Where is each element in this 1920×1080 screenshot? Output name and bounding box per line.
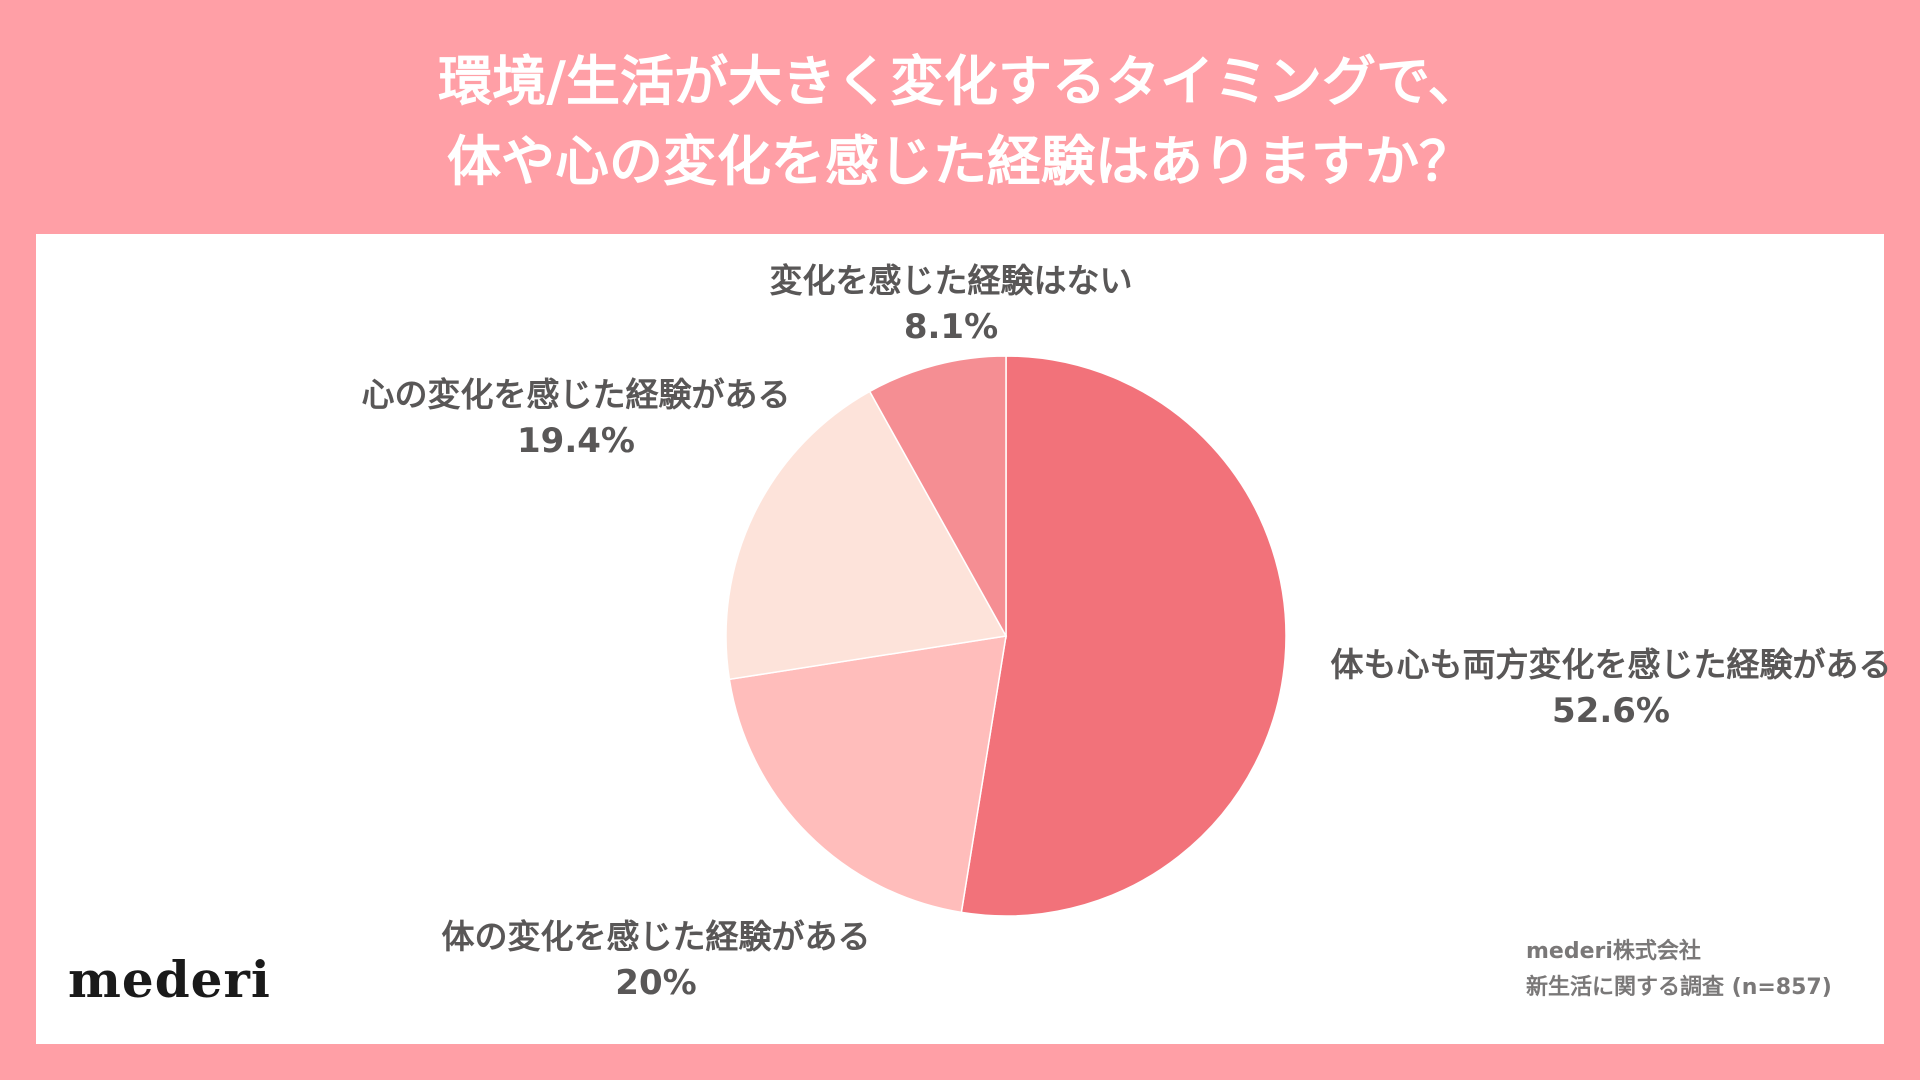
- pie-slice-both: [960, 355, 1287, 917]
- chart-card: 体も心も両方変化を感じた経験がある 52.6% 体の変化を感じた経験がある 20…: [36, 234, 1892, 1044]
- slice-label-body-value: 20%: [615, 963, 697, 1003]
- slice-label-mind: 心の変化を感じた経験がある 19.4%: [296, 372, 856, 464]
- source-company: mederi株式会社: [1526, 939, 1701, 964]
- slice-label-both-text: 体も心も両方変化を感じた経験がある: [1330, 645, 1892, 684]
- pie-chart: [725, 355, 1287, 917]
- pie-slice-mind: [725, 390, 1008, 681]
- source-note: mederi株式会社 新生活に関する調査 (n=857): [1526, 934, 1832, 1006]
- source-survey: 新生活に関する調査 (n=857): [1526, 975, 1832, 1000]
- slice-label-both: 体も心も両方変化を感じた経験がある 52.6%: [1301, 642, 1920, 734]
- pie-slice-none: [868, 355, 1007, 639]
- chart-title: 環境/生活が大きく変化するタイミングで、 体や心の変化を感じた経験はありますか？: [0, 42, 1920, 202]
- mederi-logo: mederi: [68, 950, 271, 1009]
- slice-label-none: 変化を感じた経験はない 8.1%: [686, 258, 1216, 350]
- slice-label-mind-value: 19.4%: [517, 421, 635, 461]
- slice-label-none-text: 変化を感じた経験はない: [769, 261, 1133, 300]
- slice-label-body: 体の変化を感じた経験がある 20%: [406, 914, 906, 1006]
- slice-label-body-text: 体の変化を感じた経験がある: [441, 917, 871, 956]
- title-line-1: 環境/生活が大きく変化するタイミングで、: [438, 50, 1482, 113]
- slice-label-both-value: 52.6%: [1552, 691, 1670, 731]
- slice-label-mind-text: 心の変化を感じた経験がある: [361, 375, 791, 414]
- pie-slice-body: [728, 635, 1007, 914]
- slice-label-none-value: 8.1%: [903, 307, 999, 347]
- title-line-2: 体や心の変化を感じた経験はありますか？: [447, 130, 1473, 193]
